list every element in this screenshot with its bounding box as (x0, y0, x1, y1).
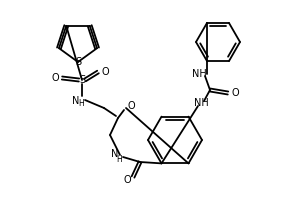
Text: S: S (79, 75, 85, 85)
Text: H: H (116, 154, 122, 164)
Text: NH: NH (194, 98, 208, 108)
Text: H: H (78, 99, 84, 108)
Text: NH: NH (192, 69, 206, 79)
Text: O: O (231, 88, 239, 98)
Text: N: N (72, 96, 80, 106)
Text: O: O (123, 175, 131, 185)
Text: O: O (127, 101, 135, 111)
Text: O: O (101, 67, 109, 77)
Text: O: O (51, 73, 59, 83)
Text: N: N (111, 149, 119, 159)
Text: S: S (75, 57, 81, 67)
